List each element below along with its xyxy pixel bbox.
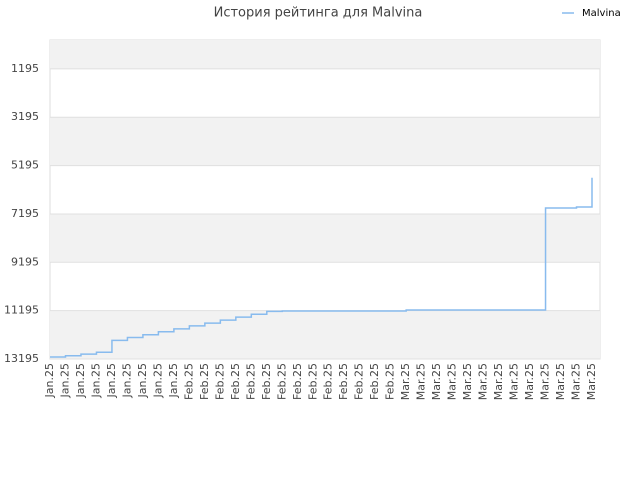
x-tick-label: Mar.25 <box>554 363 567 400</box>
plot-area <box>49 39 601 360</box>
band <box>50 40 600 69</box>
x-tick-label: Jan.25 <box>74 363 87 398</box>
x-tick-label: Jan.25 <box>167 363 180 398</box>
x-tick-label: Feb.25 <box>182 363 195 400</box>
x-tick-label: Feb.25 <box>198 363 211 400</box>
x-tick-label: Feb.25 <box>337 363 350 400</box>
x-tick-label: Feb.25 <box>353 363 366 400</box>
band <box>50 310 600 359</box>
legend-label: Malvina <box>582 8 621 19</box>
y-tick-label: 7195 <box>11 207 39 220</box>
x-tick-label: Feb.25 <box>275 363 288 400</box>
x-tick-label: Jan.25 <box>120 363 133 398</box>
y-tick-label: 1195 <box>11 62 39 75</box>
x-tick-label: Feb.25 <box>213 363 226 400</box>
y-tick-label: 11195 <box>4 304 39 317</box>
x-tick-label: Feb.25 <box>368 363 381 400</box>
x-tick-label: Jan.25 <box>58 363 71 398</box>
x-tick-label: Jan.25 <box>151 363 164 398</box>
x-tick-label: Jan.25 <box>136 363 149 398</box>
x-tick-label: Mar.25 <box>399 363 412 400</box>
y-tick-label: 3195 <box>11 110 39 123</box>
chart-title: История рейтинга для Malvina <box>214 6 423 21</box>
x-tick-label: Jan.25 <box>43 363 56 398</box>
x-tick-label: Jan.25 <box>89 363 102 398</box>
x-tick-label: Feb.25 <box>322 363 335 400</box>
x-tick-label: Mar.25 <box>492 363 505 400</box>
y-tick-label: 13195 <box>4 352 39 365</box>
x-tick-label: Feb.25 <box>229 363 242 400</box>
x-tick-label: Feb.25 <box>291 363 304 400</box>
band <box>50 117 600 166</box>
line <box>50 177 593 358</box>
y-tick-label: 5195 <box>11 159 39 172</box>
x-tick-label: Mar.25 <box>415 363 428 400</box>
x-tick-label: Mar.25 <box>570 363 583 400</box>
x-tick-label: Mar.25 <box>430 363 443 400</box>
x-tick-label: Feb.25 <box>306 363 319 400</box>
x-tick-label: Mar.25 <box>508 363 521 400</box>
x-tick-label: Jan.25 <box>105 363 118 398</box>
x-tick-label: Mar.25 <box>461 363 474 400</box>
x-tick-label: Feb.25 <box>260 363 273 400</box>
band <box>50 213 600 263</box>
x-tick-label: Mar.25 <box>446 363 459 400</box>
x-tick-label: Mar.25 <box>477 363 490 400</box>
y-tick-label: 9195 <box>11 255 39 268</box>
x-tick-label: Feb.25 <box>384 363 397 400</box>
x-tick-label: Mar.25 <box>585 363 598 400</box>
x-tick-label: Feb.25 <box>244 363 257 400</box>
x-tick-label: Mar.25 <box>523 363 536 400</box>
x-tick-label: Mar.25 <box>539 363 552 400</box>
